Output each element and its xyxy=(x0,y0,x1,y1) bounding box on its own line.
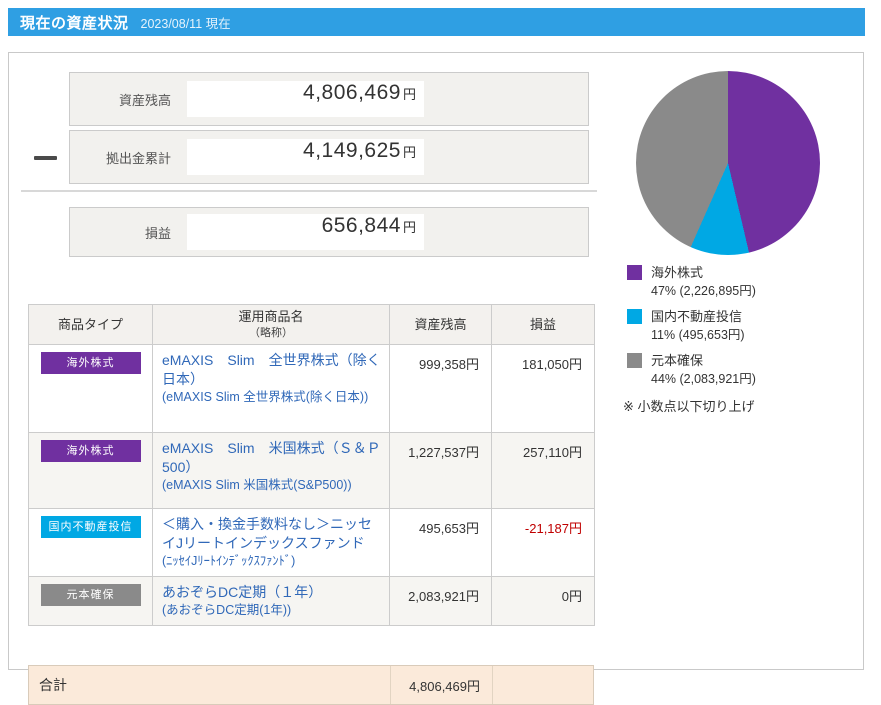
product-type-badge: 海外株式 xyxy=(40,440,141,462)
contribution-total-value: 4,149,625 円 xyxy=(187,139,424,175)
asset-balance-cell: 2,083,921円 xyxy=(389,576,492,626)
asset-balance-label: 資産残高 xyxy=(118,92,171,108)
col-product-name: 運用商品名 （略称） xyxy=(152,304,390,345)
legend-item: 海外株式 47% (2,226,895円) xyxy=(627,264,865,300)
profit-loss-cell: -21,187円 xyxy=(491,508,595,577)
profit-loss-label: 損益 xyxy=(144,225,171,241)
asset-balance-cell: 999,358円 xyxy=(389,344,492,433)
legend-label: 海外株式 xyxy=(651,265,704,280)
as-of-date-label: 2023/08/11 現在 xyxy=(140,16,231,31)
asset-balance-cell: 1,227,537円 xyxy=(389,432,492,509)
profit-loss-row: 損益 656,844 円 xyxy=(69,207,589,257)
product-name-link[interactable]: ＜購入・換金手数料なし＞ニッセイJリートインデックスファンド xyxy=(162,516,372,551)
asset-allocation-pie-chart xyxy=(636,71,820,255)
product-type-badge: 元本確保 xyxy=(40,584,141,606)
asset-balance-cell: 495,653円 xyxy=(389,508,492,577)
legend-swatch-icon xyxy=(627,309,642,324)
col-product-type: 商品タイプ xyxy=(28,304,153,345)
yen-unit: 円 xyxy=(402,87,416,102)
profit-loss-cell: 257,110円 xyxy=(491,432,595,509)
profit-loss-value: 656,844 円 xyxy=(187,214,424,250)
product-name-link[interactable]: eMAXIS Slim 全世界株式（除く日本） xyxy=(162,352,381,387)
asset-balance-value: 4,806,469 円 xyxy=(187,81,424,117)
profit-loss-cell: 0円 xyxy=(491,576,595,626)
products-table-wrap: 商品タイプ 運用商品名 （略称） 資産残高 損益 海外株式 eMAXIS Sli… xyxy=(28,304,595,626)
table-row: 元本確保 あおぞらDC定期（１年） (あおぞらDC定期(1年)) 2,083,9… xyxy=(28,576,595,626)
total-asset-balance: 4,806,469円 xyxy=(390,666,492,704)
section-header: 現在の資産状況 2023/08/11 現在 xyxy=(8,8,865,36)
product-name-link[interactable]: あおぞらDC定期（１年） xyxy=(162,584,323,600)
minus-operator-icon xyxy=(34,156,57,160)
product-alias: (あおぞらDC定期(1年)) xyxy=(162,603,292,617)
yen-unit: 円 xyxy=(402,220,416,235)
pie-legend: 海外株式 47% (2,226,895円) 国内不動産投信 11% (495,6… xyxy=(623,264,865,415)
asset-balance-row: 資産残高 4,806,469 円 xyxy=(69,72,589,126)
legend-swatch-icon xyxy=(627,265,642,280)
yen-unit: 円 xyxy=(402,145,416,160)
legend-swatch-icon xyxy=(627,353,642,368)
total-label: 合計 xyxy=(39,677,67,693)
legend-value: 47% (2,226,895円) xyxy=(651,284,756,298)
profit-loss-cell: 181,050円 xyxy=(491,344,595,433)
total-profit-loss xyxy=(492,666,593,704)
table-header-row: 商品タイプ 運用商品名 （略称） 資産残高 損益 xyxy=(28,304,595,345)
contribution-total-row: 拠出金累計 4,149,625 円 xyxy=(69,130,589,184)
table-row: 海外株式 eMAXIS Slim 全世界株式（除く日本） (eMAXIS Sli… xyxy=(28,344,595,433)
product-alias: (ﾆｯｾｲJﾘｰﾄｲﾝﾃﾞｯｸｽﾌｧﾝﾄﾞ) xyxy=(162,554,296,568)
col-profit-loss: 損益 xyxy=(491,304,595,345)
table-row: 海外株式 eMAXIS Slim 米国株式（Ｓ＆Ｐ500） (eMAXIS Sl… xyxy=(28,432,595,509)
asset-status-panel: 資産残高 4,806,469 円 拠出金累計 4,149,625 円 損益 65… xyxy=(8,52,865,705)
rounding-note: ※ 小数点以下切り上げ xyxy=(623,399,755,414)
table-row: 国内不動産投信 ＜購入・換金手数料なし＞ニッセイJリートインデックスファンド (… xyxy=(28,508,595,577)
col-asset-balance: 資産残高 xyxy=(389,304,492,345)
col-product-name-sub: （略称） xyxy=(249,326,293,339)
product-type-badge: 国内不動産投信 xyxy=(40,516,141,538)
page-title: 現在の資産状況 xyxy=(20,14,129,32)
legend-item: 元本確保 44% (2,083,921円) xyxy=(627,352,865,388)
products-table: 商品タイプ 運用商品名 （略称） 資産残高 損益 海外株式 eMAXIS Sli… xyxy=(28,304,595,626)
total-row: 合計 4,806,469円 xyxy=(28,665,594,705)
legend-item: 国内不動産投信 11% (495,653円) xyxy=(627,308,865,344)
legend-value: 44% (2,083,921円) xyxy=(651,372,756,386)
legend-label: 元本確保 xyxy=(651,353,704,368)
product-type-badge: 海外株式 xyxy=(40,352,141,374)
product-name-link[interactable]: eMAXIS Slim 米国株式（Ｓ＆Ｐ500） xyxy=(162,440,381,475)
contribution-total-label: 拠出金累計 xyxy=(105,150,171,166)
product-alias: (eMAXIS Slim 米国株式(S&P500)) xyxy=(162,478,352,492)
product-alias: (eMAXIS Slim 全世界株式(除く日本)) xyxy=(162,390,369,404)
legend-label: 国内不動産投信 xyxy=(651,309,743,324)
legend-value: 11% (495,653円) xyxy=(651,328,745,342)
equals-divider xyxy=(21,190,597,192)
